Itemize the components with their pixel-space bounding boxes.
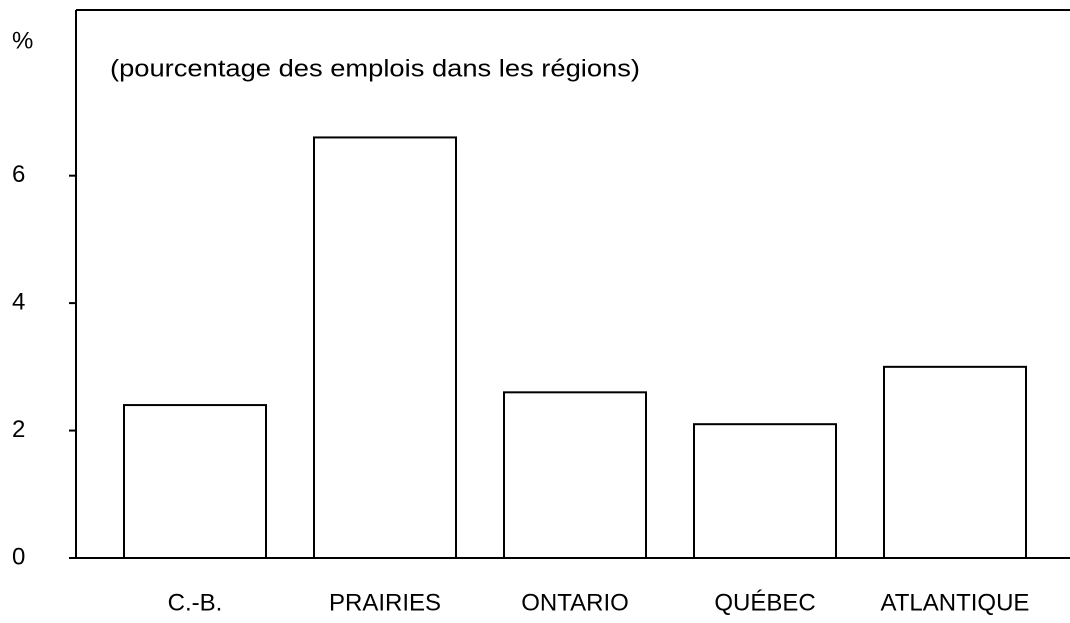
- x-tick-label: ONTARIO: [521, 589, 629, 616]
- x-tick-label: ATLANTIQUE: [881, 589, 1030, 616]
- annotation: (pourcentage des emplois dans les région…: [110, 55, 640, 82]
- bar: [503, 391, 647, 560]
- y-tick-label: 6: [12, 161, 25, 188]
- bar: [883, 365, 1027, 560]
- x-tick-label: QUÉBEC: [714, 589, 815, 616]
- bar: [313, 136, 457, 559]
- y-tick-label: 0: [12, 543, 25, 570]
- bar: [693, 423, 837, 559]
- y-axis-label: %: [12, 27, 33, 54]
- bar: [123, 404, 267, 559]
- y-tick-label: 2: [12, 416, 25, 443]
- y-tick-label: 4: [12, 288, 25, 315]
- x-tick-label: PRAIRIES: [329, 589, 441, 616]
- x-tick-label: C.-B.: [168, 589, 223, 616]
